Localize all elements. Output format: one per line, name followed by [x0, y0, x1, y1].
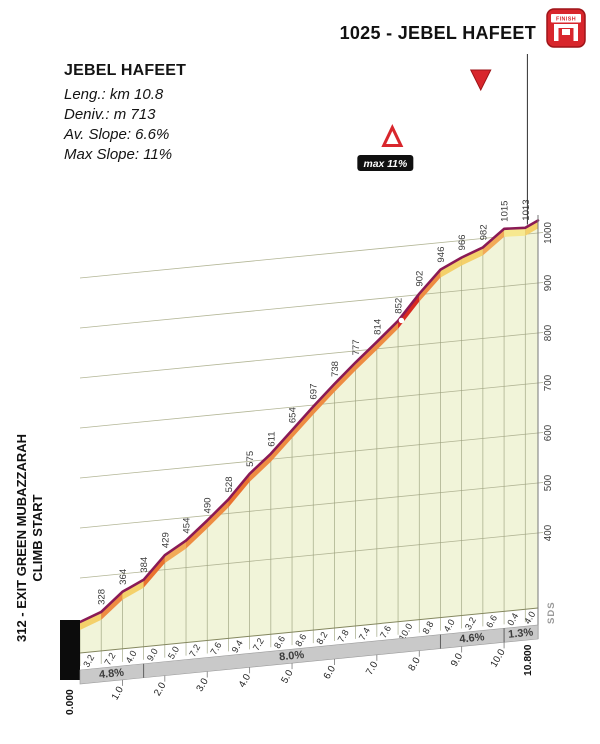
svg-text:9.0: 9.0	[145, 647, 160, 663]
svg-text:2.0: 2.0	[152, 680, 169, 698]
summit-title: 1025 - JEBEL HAFEET	[339, 23, 536, 43]
svg-text:900: 900	[543, 274, 554, 291]
svg-text:364: 364	[118, 568, 129, 585]
svg-text:1000: 1000	[543, 222, 554, 244]
elevation-labels: 328 364 384 429 454 490 528 575 611 654 697 738 777 8…	[97, 199, 532, 605]
svg-text:1.0: 1.0	[110, 684, 127, 702]
svg-text:4.6%: 4.6%	[459, 631, 485, 645]
svg-text:7.0: 7.0	[364, 659, 381, 677]
svg-text:852: 852	[394, 298, 405, 314]
svg-text:6.6: 6.6	[484, 613, 499, 629]
svg-text:400: 400	[543, 524, 554, 541]
climb-max-slope: Max Slope: 11%	[64, 146, 173, 164]
finish-markers	[469, 54, 528, 225]
svg-text:8.6: 8.6	[272, 634, 287, 650]
svg-text:1015: 1015	[500, 200, 511, 221]
svg-text:1.3%: 1.3%	[508, 626, 534, 640]
profile-line	[78, 219, 540, 624]
svg-text:4.0: 4.0	[124, 649, 139, 665]
svg-text:3.0: 3.0	[194, 676, 211, 694]
svg-text:7.6: 7.6	[378, 624, 393, 640]
svg-text:4.0: 4.0	[442, 618, 457, 634]
svg-text:3.2: 3.2	[81, 653, 96, 669]
svg-text:902: 902	[415, 271, 426, 287]
credit: SDS	[546, 601, 557, 624]
y-gridlines	[79, 232, 544, 579]
axes	[79, 215, 539, 654]
finish-icon-text: FINISH	[556, 17, 576, 23]
svg-text:7.2: 7.2	[251, 636, 266, 652]
svg-text:454: 454	[182, 517, 193, 534]
svg-text:490: 490	[203, 497, 214, 513]
svg-text:0.000: 0.000	[65, 689, 76, 715]
finish-icon-banner	[551, 14, 581, 23]
svg-text:384: 384	[139, 556, 150, 573]
svg-text:8.8: 8.8	[421, 620, 436, 636]
svg-text:8.2: 8.2	[315, 630, 330, 646]
climb-avg-slope: Av. Slope: 6.6%	[64, 126, 170, 144]
svg-text:611: 611	[266, 431, 277, 446]
svg-text:5.0: 5.0	[279, 668, 296, 686]
svg-text:4.0: 4.0	[522, 610, 537, 626]
svg-text:1013: 1013	[521, 199, 532, 220]
svg-text:10.0: 10.0	[489, 647, 508, 669]
avg-gradient-band: 4.8% 8.0% 4.6% 1.3%	[79, 624, 539, 685]
climb-length: Leng.: km 10.8	[64, 86, 164, 103]
svg-text:966: 966	[457, 234, 468, 250]
svg-text:575: 575	[245, 451, 256, 467]
svg-text:7.6: 7.6	[209, 640, 224, 656]
svg-text:4.0: 4.0	[237, 672, 254, 690]
svg-text:5.0: 5.0	[166, 645, 181, 661]
svg-text:7.4: 7.4	[357, 626, 372, 642]
finish-icon-gate-flag	[562, 29, 570, 35]
finish-icon-gate-left	[554, 25, 559, 41]
climb-deniv: Deniv.: m 713	[64, 106, 156, 124]
svg-text:528: 528	[224, 476, 235, 492]
svg-text:10.800: 10.800	[523, 644, 534, 676]
svg-text:7.2: 7.2	[102, 651, 117, 667]
svg-text:3.2: 3.2	[463, 615, 478, 631]
start-label-line2: CLIMB START	[30, 494, 46, 582]
x-axis-labels: 1.0 2.0 3.0 4.0 5.0 6.0 7.0 8.0 9.0 10.0 0.000 10.8…	[65, 642, 534, 715]
svg-text:500: 500	[543, 474, 554, 491]
y-axis-labels: 400 500 600 700 800 900 1000	[543, 222, 554, 542]
finish-icon-gate-right	[573, 25, 578, 41]
svg-text:946: 946	[436, 247, 447, 263]
svg-text:9.4: 9.4	[230, 638, 245, 654]
svg-text:982: 982	[478, 224, 489, 240]
svg-text:738: 738	[330, 361, 341, 377]
svg-text:429: 429	[160, 532, 171, 548]
svg-text:8.6: 8.6	[293, 632, 308, 648]
finish-icon-gate-top	[554, 24, 578, 28]
elevation-area	[80, 220, 538, 653]
svg-text:7.2: 7.2	[187, 643, 202, 659]
svg-text:8.0%: 8.0%	[279, 649, 305, 663]
svg-text:814: 814	[372, 318, 383, 335]
svg-text:654: 654	[288, 406, 299, 423]
svg-text:4.8%: 4.8%	[98, 667, 124, 681]
svg-text:6.0: 6.0	[322, 664, 339, 682]
svg-text:max 11%: max 11%	[363, 159, 407, 170]
svg-text:777: 777	[351, 339, 362, 355]
svg-text:700: 700	[543, 374, 554, 391]
svg-text:9.0: 9.0	[449, 651, 466, 669]
max-slope-marker: max 11%	[357, 124, 414, 324]
svg-text:697: 697	[309, 384, 320, 400]
climb-info-block: JEBEL HAFEET Leng.: km 10.8 Deniv.: m 71…	[64, 62, 186, 165]
start-label: 312 - EXIT GREEN MUBAZZARAH CLIMB START	[14, 404, 47, 672]
climb-name: JEBEL HAFEET	[64, 62, 187, 79]
svg-text:600: 600	[543, 424, 554, 441]
svg-text:800: 800	[543, 324, 554, 341]
svg-text:SDS: SDS	[546, 601, 557, 624]
finish-flag-icon: FINISH	[546, 8, 586, 48]
svg-text:328: 328	[97, 589, 108, 605]
start-block	[60, 620, 80, 680]
svg-text:0.4: 0.4	[505, 611, 520, 627]
finish-title-block: 1025 - JEBEL HAFEET FINISH	[340, 8, 586, 48]
start-label-line1: 312 - EXIT GREEN MUBAZZARAH	[14, 433, 29, 643]
svg-text:7.8: 7.8	[336, 628, 351, 644]
svg-text:8.0: 8.0	[407, 655, 424, 673]
